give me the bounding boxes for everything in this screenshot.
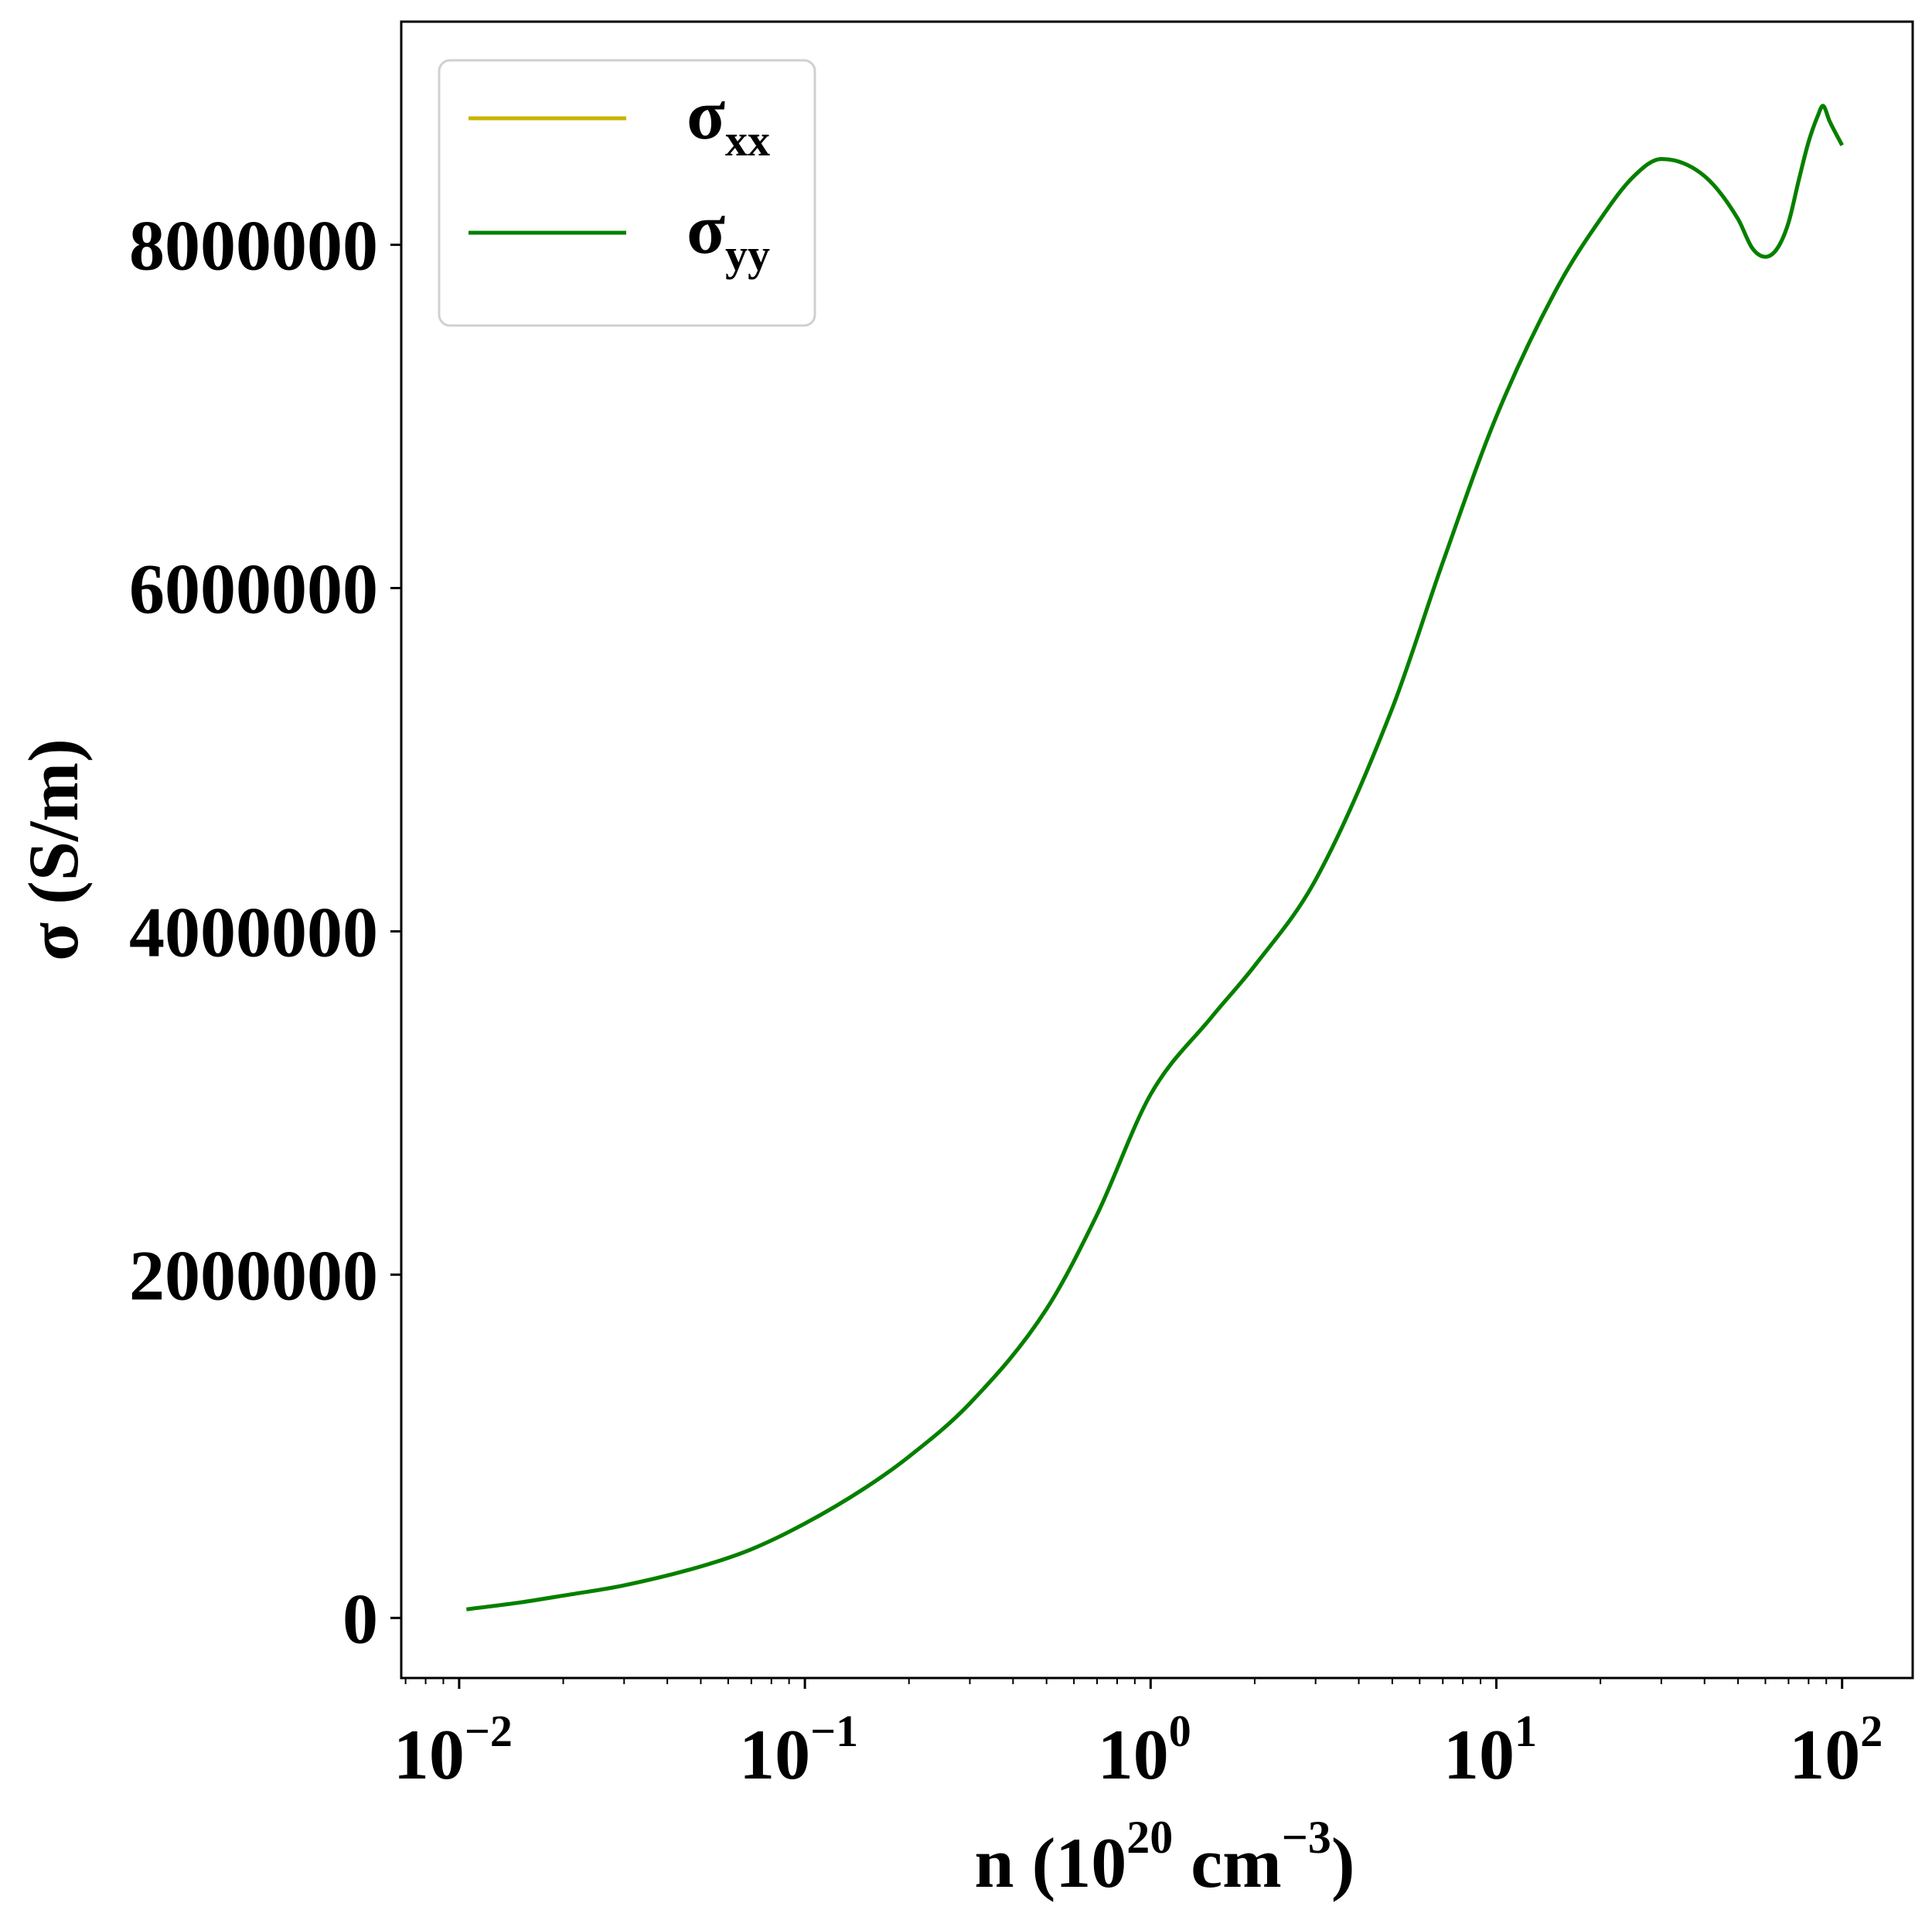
y-tick-label: 6000000 xyxy=(129,549,378,628)
x-tick-label: 10−1 xyxy=(739,1706,858,1794)
y-tick-label: 4000000 xyxy=(129,892,378,971)
y-tick-label: 0 xyxy=(342,1579,378,1658)
x-tick-label: 100 xyxy=(1098,1706,1191,1794)
x-tick-label: 10−2 xyxy=(394,1706,513,1794)
series-line-yy xyxy=(466,104,1844,1612)
y-tick-label: 2000000 xyxy=(129,1236,378,1315)
y-axis-label: σ (S/m) xyxy=(14,738,93,961)
x-tick-label: 102 xyxy=(1789,1706,1883,1794)
legend-label-xx: σxx xyxy=(687,75,770,165)
legend-box xyxy=(438,59,816,327)
legend-label-yy: σyy xyxy=(687,189,770,280)
x-axis-label: n (1020 cm−3) xyxy=(974,1812,1354,1902)
plot-frame xyxy=(400,20,1914,1680)
x-tick-label: 101 xyxy=(1443,1706,1537,1794)
y-tick-label: 8000000 xyxy=(129,206,378,285)
